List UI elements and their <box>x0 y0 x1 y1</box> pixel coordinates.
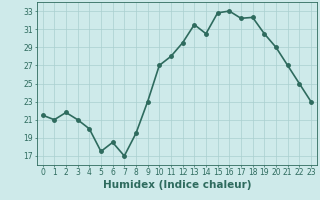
X-axis label: Humidex (Indice chaleur): Humidex (Indice chaleur) <box>102 180 251 190</box>
